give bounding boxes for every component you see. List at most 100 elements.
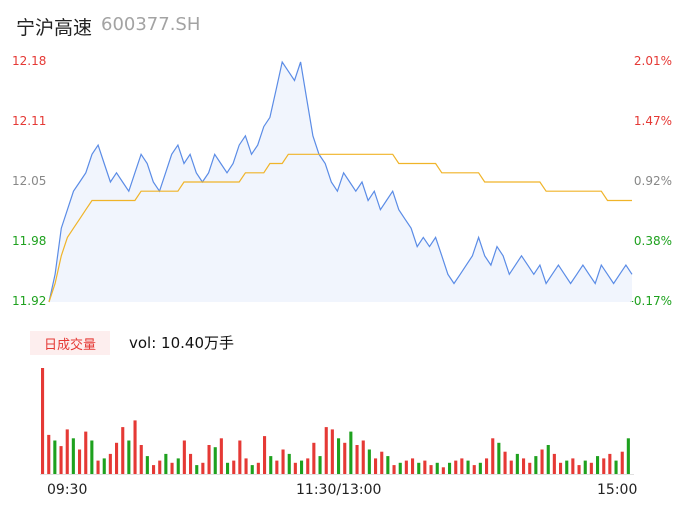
volume-bar — [404, 460, 408, 474]
volume-bar — [164, 453, 168, 474]
price-tick-min: 11.92 — [12, 294, 47, 308]
volume-bar — [423, 460, 427, 474]
volume-bar — [213, 447, 217, 474]
volume-bar — [454, 460, 458, 474]
volume-bar — [207, 445, 211, 474]
average-line — [48, 153, 632, 303]
volume-bar — [478, 462, 482, 474]
volume-bar — [133, 420, 137, 474]
volume-bar — [170, 462, 174, 474]
volume-bar — [583, 460, 587, 474]
volume-bar — [497, 442, 501, 474]
volume-bar — [127, 440, 131, 474]
pct-tick-2: 1.47% — [633, 114, 672, 128]
volume-bar — [318, 456, 322, 474]
volume-bar — [238, 440, 242, 474]
volume-bar — [330, 429, 334, 474]
volume-bar — [256, 462, 260, 474]
volume-bar — [102, 458, 106, 474]
volume-bar — [293, 462, 297, 474]
volume-bar — [78, 449, 82, 474]
volume-bar — [158, 460, 162, 474]
time-tick-mid: 11:30/13:00 — [296, 482, 382, 498]
price-tick-2: 12.11 — [12, 114, 47, 128]
volume-bar — [571, 458, 575, 474]
volume-bar — [337, 438, 341, 474]
volume-bar — [176, 458, 180, 474]
volume-bar — [139, 445, 143, 474]
volume-bar — [232, 460, 236, 474]
volume-bar — [546, 445, 550, 474]
volume-tag: 日成交量 — [30, 331, 110, 355]
time-tick-open: 09:30 — [47, 482, 88, 498]
volume-bar — [602, 458, 606, 474]
volume-bar — [614, 460, 618, 474]
volume-bar — [466, 460, 470, 474]
pct-tick-min: -0.17% — [629, 294, 672, 308]
volume-bar — [312, 442, 316, 474]
volume-bar — [152, 465, 156, 474]
volume-bar — [343, 442, 347, 474]
volume-bar — [577, 465, 581, 474]
volume-bar — [509, 460, 513, 474]
volume-bar — [472, 465, 476, 474]
volume-bar — [59, 446, 63, 474]
volume-bar — [250, 465, 254, 474]
volume-bar — [90, 440, 94, 474]
volume-bar — [460, 458, 464, 474]
volume-bar — [374, 458, 378, 474]
volume-bar — [121, 427, 125, 474]
volume-bar — [65, 429, 69, 474]
volume-bar — [182, 440, 186, 474]
volume-bar — [263, 436, 267, 474]
volume-bar — [448, 462, 452, 474]
volume-bar — [435, 462, 439, 474]
volume-bar — [108, 453, 112, 474]
volume-bar — [275, 460, 279, 474]
volume-bar — [287, 453, 291, 474]
volume-bar — [398, 462, 402, 474]
volume-bar — [534, 456, 538, 474]
volume-bar — [380, 451, 384, 474]
volume-bar — [324, 427, 328, 474]
price-tick-max: 12.18 — [12, 54, 47, 68]
volume-bar — [201, 462, 205, 474]
pct-tick-mid: 0.92% — [633, 174, 672, 188]
stock-name: 宁沪高速 — [16, 17, 93, 39]
volume-bar — [281, 449, 285, 474]
volume-bar — [620, 451, 624, 474]
volume-bar — [565, 460, 569, 474]
volume-bar — [300, 460, 304, 474]
volume-bar — [367, 449, 371, 474]
volume-bar — [596, 456, 600, 474]
volume-bar — [386, 456, 390, 474]
volume-bar — [115, 442, 119, 474]
volume-bar — [392, 465, 396, 474]
volume-bar — [528, 462, 532, 474]
volume-bar — [71, 438, 75, 474]
volume-bar — [429, 465, 433, 474]
volume-bar — [195, 465, 199, 474]
volume-bar — [244, 458, 248, 474]
volume-bar — [515, 453, 519, 474]
volume-bar — [84, 431, 88, 474]
volume-bar — [355, 445, 359, 474]
pct-tick-max: 2.01% — [633, 54, 672, 68]
pct-tick-4: 0.38% — [633, 234, 672, 248]
volume-bar — [269, 456, 273, 474]
volume-bar — [41, 368, 45, 474]
volume-bar — [145, 456, 149, 474]
price-tick-4: 11.98 — [12, 234, 47, 248]
time-tick-close: 15:00 — [597, 482, 638, 498]
volume-bar — [608, 453, 612, 474]
stock-code: 600377.SH — [101, 14, 201, 35]
volume-bar — [626, 438, 630, 474]
price-tick-mid: 12.05 — [12, 174, 47, 188]
volume-bar — [47, 434, 51, 474]
volume-bar — [559, 462, 563, 474]
volume-bar — [503, 451, 507, 474]
volume-bar — [411, 458, 415, 474]
volume-bar — [96, 460, 100, 474]
volume-bar — [441, 467, 445, 474]
